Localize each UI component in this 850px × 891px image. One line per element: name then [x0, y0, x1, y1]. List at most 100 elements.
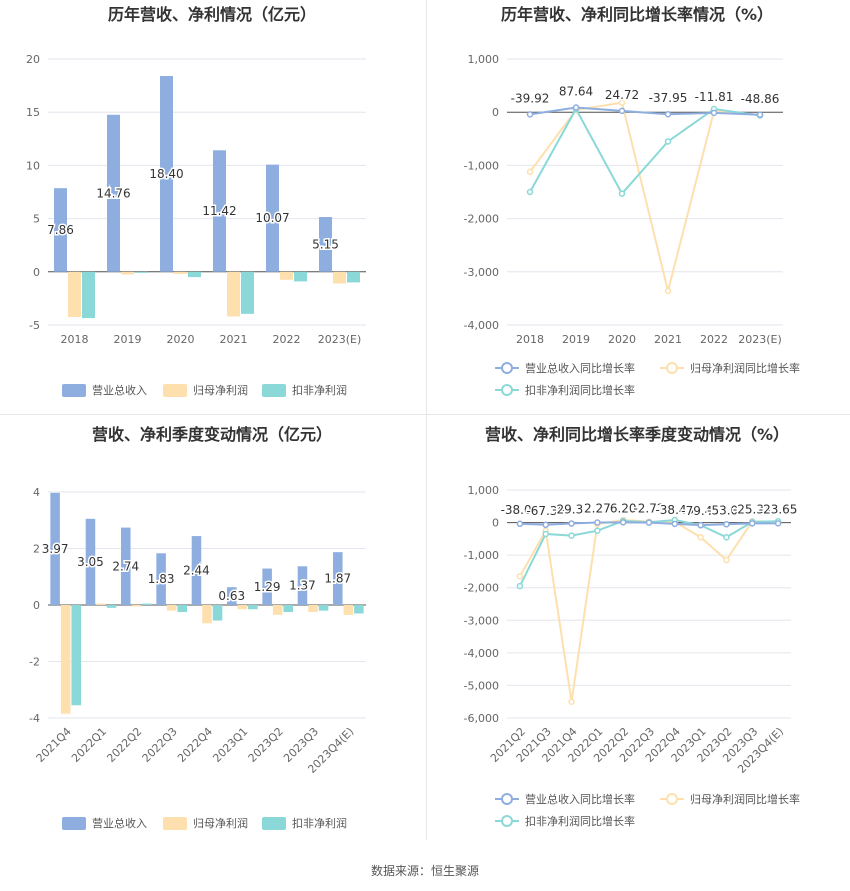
- y-tick-label: -5: [29, 319, 40, 332]
- series-line: [529, 106, 761, 196]
- point: [756, 111, 764, 119]
- y-tick-label: -3,000: [464, 614, 499, 627]
- data-label: 18.40: [149, 167, 183, 181]
- point: [697, 521, 704, 529]
- legend-label: 扣非净利润同比增长率: [525, 383, 635, 397]
- y-tick-label: 0: [33, 599, 40, 612]
- data-label: 7.86: [47, 223, 74, 237]
- y-tick-label: -6,000: [464, 712, 499, 725]
- y-tick-label: -1,000: [464, 549, 499, 562]
- y-tick-label: 10: [26, 159, 40, 172]
- bar: [188, 271, 201, 278]
- data-label: -37.95: [649, 91, 688, 105]
- point: [664, 138, 672, 145]
- point: [572, 104, 580, 111]
- legend-marker: [501, 793, 513, 805]
- legend-label: 营业总收入同比增长率: [525, 792, 635, 806]
- bar: [333, 271, 346, 284]
- point: [671, 520, 679, 528]
- annual-growth-rate-chart: 历年营收、净利同比增长率情况（%） -4,000 -3,000 -2,000 -1,00…: [425, 0, 850, 408]
- bar: [227, 587, 237, 605]
- x-tick-label: 2022Q1: [69, 725, 109, 765]
- point: [594, 519, 601, 526]
- x-tick-label: 2019: [114, 333, 142, 346]
- point: [542, 521, 549, 529]
- legend-marker: [501, 362, 513, 374]
- legend-marker: [666, 793, 678, 805]
- data-label: -29.37: [552, 503, 591, 517]
- data-label: 11.42: [202, 204, 236, 218]
- point: [664, 110, 672, 118]
- x-tick-label: 2021: [220, 333, 248, 346]
- point: [645, 519, 653, 526]
- y-tick-label: 0: [33, 266, 40, 279]
- point: [774, 520, 782, 527]
- chart-title: 营收、净利同比增长率季度变动情况（%）: [485, 425, 789, 444]
- point: [723, 521, 730, 528]
- data-label: 1.83: [148, 572, 175, 586]
- series-line: [519, 518, 779, 587]
- x-tick-label: 2022Q3: [140, 725, 180, 765]
- x-tick-label: 2020: [608, 333, 636, 346]
- bar: [85, 518, 96, 605]
- x-tick-label: 2018: [61, 333, 89, 346]
- data-source-note: 数据来源：恒生聚源: [370, 864, 479, 878]
- bar: [50, 492, 60, 605]
- point: [618, 190, 626, 197]
- data-label: -38.43: [655, 503, 694, 517]
- point: [594, 527, 601, 534]
- bar: [60, 605, 71, 714]
- point: [542, 530, 549, 538]
- data-label: 2.27: [584, 501, 611, 515]
- x-tick-label: 2022: [700, 333, 728, 346]
- series-line: [529, 106, 761, 116]
- bar: [82, 271, 95, 319]
- point: [516, 573, 524, 580]
- series-line: [529, 101, 761, 292]
- bar: [54, 188, 67, 272]
- point: [568, 532, 575, 539]
- data-label: -38.04: [501, 503, 540, 517]
- bar: [71, 605, 81, 706]
- annual-growth-rate-svg: 历年营收、净利同比增长率情况（%） -4,000 -3,000 -2,000 -1,00…: [464, 5, 800, 397]
- bar: [262, 568, 272, 605]
- bar: [121, 271, 134, 275]
- x-tick-label: 2022: [273, 333, 301, 346]
- x-tick-label: 2022Q2: [104, 725, 144, 765]
- bar: [308, 605, 318, 613]
- chart-title: 历年营收、净利情况（亿元）: [108, 5, 316, 24]
- data-label: 5.15: [312, 237, 339, 251]
- y-tick-label: -4: [29, 712, 40, 725]
- bar: [272, 605, 283, 615]
- data-label: -67.36: [526, 504, 565, 518]
- legend-swatch: [262, 384, 286, 397]
- bar: [106, 605, 117, 608]
- data-label: 1.87: [324, 572, 351, 586]
- y-tick-label: -4,000: [464, 319, 499, 332]
- legend-label: 营业总收入: [92, 816, 147, 830]
- horizontal-divider: [0, 414, 850, 415]
- legend-swatch: [62, 817, 86, 830]
- y-tick-label: -1,000: [464, 159, 499, 172]
- y-tick-label: 5: [33, 213, 40, 226]
- y-tick-label: -4,000: [464, 647, 499, 660]
- x-tick-label: 2023Q1: [210, 725, 250, 765]
- point: [568, 520, 575, 527]
- bar: [333, 552, 343, 605]
- legend-swatch: [262, 817, 286, 830]
- bar: [166, 605, 177, 611]
- data-label: 3.05: [77, 555, 104, 569]
- data-label: 3.97: [42, 542, 69, 556]
- y-tick-label: 1,000: [468, 53, 500, 66]
- legend-swatch: [163, 384, 187, 397]
- legend-label: 归母净利润同比增长率: [690, 792, 800, 806]
- point: [619, 519, 627, 526]
- bar: [343, 605, 354, 615]
- bar: [213, 150, 226, 272]
- series-line: [519, 518, 779, 702]
- vertical-divider: [426, 0, 427, 840]
- data-label: -39.92: [511, 91, 550, 105]
- data-label: 1.29: [254, 580, 281, 594]
- y-tick-label: 20: [26, 53, 40, 66]
- quarterly-growth-rate-svg: 营收、净利同比增长率季度变动情况（%） -6,000 -5,000 -4,000 -3,…: [464, 425, 800, 828]
